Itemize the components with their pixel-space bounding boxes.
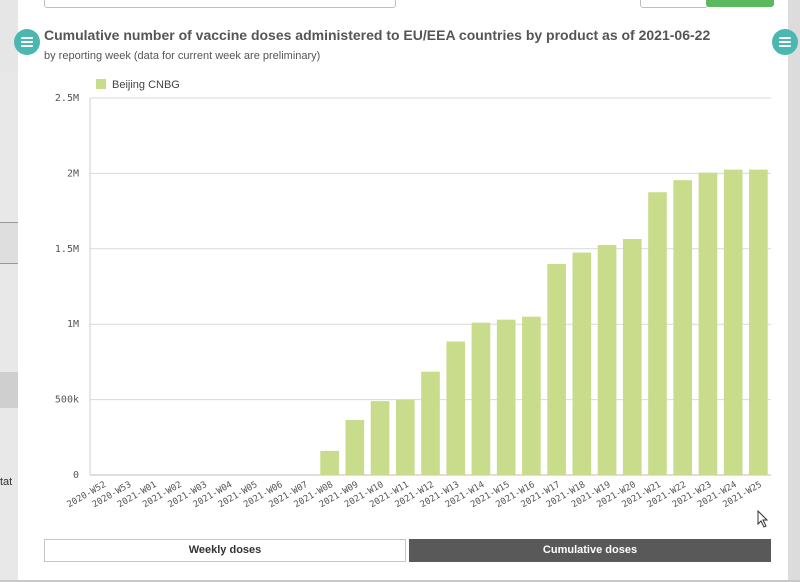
bar[interactable] (673, 180, 693, 475)
legend-item[interactable]: Beijing CNBG (96, 79, 180, 91)
bar[interactable] (320, 450, 339, 475)
bar[interactable] (345, 419, 365, 475)
right-panel-edge (788, 0, 800, 582)
y-tick-label: 0 (73, 470, 79, 481)
bar[interactable] (421, 371, 440, 475)
bottom-border (0, 580, 800, 582)
mouse-cursor-icon (757, 510, 769, 528)
x-axis-ticks: 2020-W522020-W532021-W012021-W022021-W03… (66, 480, 764, 510)
y-tick-label: 1.5M (55, 244, 79, 255)
map-shape (0, 372, 18, 408)
top-select-input[interactable] (44, 0, 396, 8)
bar[interactable] (370, 401, 390, 475)
bar[interactable] (597, 245, 617, 475)
hamburger-menu-icon[interactable] (772, 29, 798, 55)
bar[interactable] (395, 399, 415, 475)
y-tick-label: 2.5M (55, 93, 79, 104)
bars (320, 169, 768, 475)
legend-swatch (96, 79, 106, 89)
bar[interactable] (648, 192, 667, 475)
bar[interactable] (471, 322, 491, 475)
bar[interactable] (723, 169, 743, 475)
bar[interactable] (522, 316, 541, 475)
map-shape (0, 222, 18, 264)
cumulative-doses-button[interactable]: Cumulative doses (409, 539, 771, 562)
chart-subtitle: by reporting week (data for current week… (44, 50, 321, 62)
bar[interactable] (749, 169, 768, 475)
y-tick-label: 2M (67, 168, 79, 179)
top-primary-button[interactable] (706, 0, 774, 7)
bar[interactable] (622, 238, 642, 475)
bar[interactable] (446, 341, 466, 475)
bar[interactable] (496, 319, 516, 475)
y-tick-label: 500k (55, 395, 79, 406)
sidebar-partial-text: tat (0, 476, 13, 488)
hamburger-menu-icon[interactable] (14, 29, 40, 55)
bar[interactable] (572, 252, 592, 475)
legend-label: Beijing CNBG (112, 79, 180, 91)
chart-title: Cumulative number of vaccine doses admin… (44, 27, 711, 43)
y-axis-ticks: 0 500k 1M 1.5M 2M 2.5M (55, 93, 79, 481)
bar[interactable] (698, 172, 718, 475)
y-tick-label: 1M (67, 319, 79, 330)
background-map-strip (0, 72, 19, 580)
weekly-doses-button[interactable]: Weekly doses (44, 539, 406, 562)
bar[interactable] (547, 263, 566, 475)
